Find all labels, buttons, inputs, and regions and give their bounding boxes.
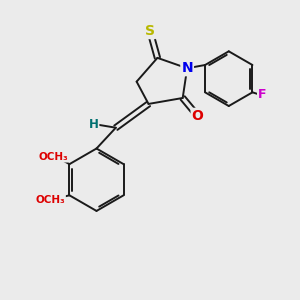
Text: OCH₃: OCH₃ <box>35 195 65 205</box>
Text: O: O <box>192 109 203 123</box>
Text: S: S <box>145 24 155 38</box>
Text: H: H <box>88 118 98 131</box>
Text: OCH₃: OCH₃ <box>38 152 68 162</box>
Text: F: F <box>258 88 266 101</box>
Text: N: N <box>181 61 193 75</box>
